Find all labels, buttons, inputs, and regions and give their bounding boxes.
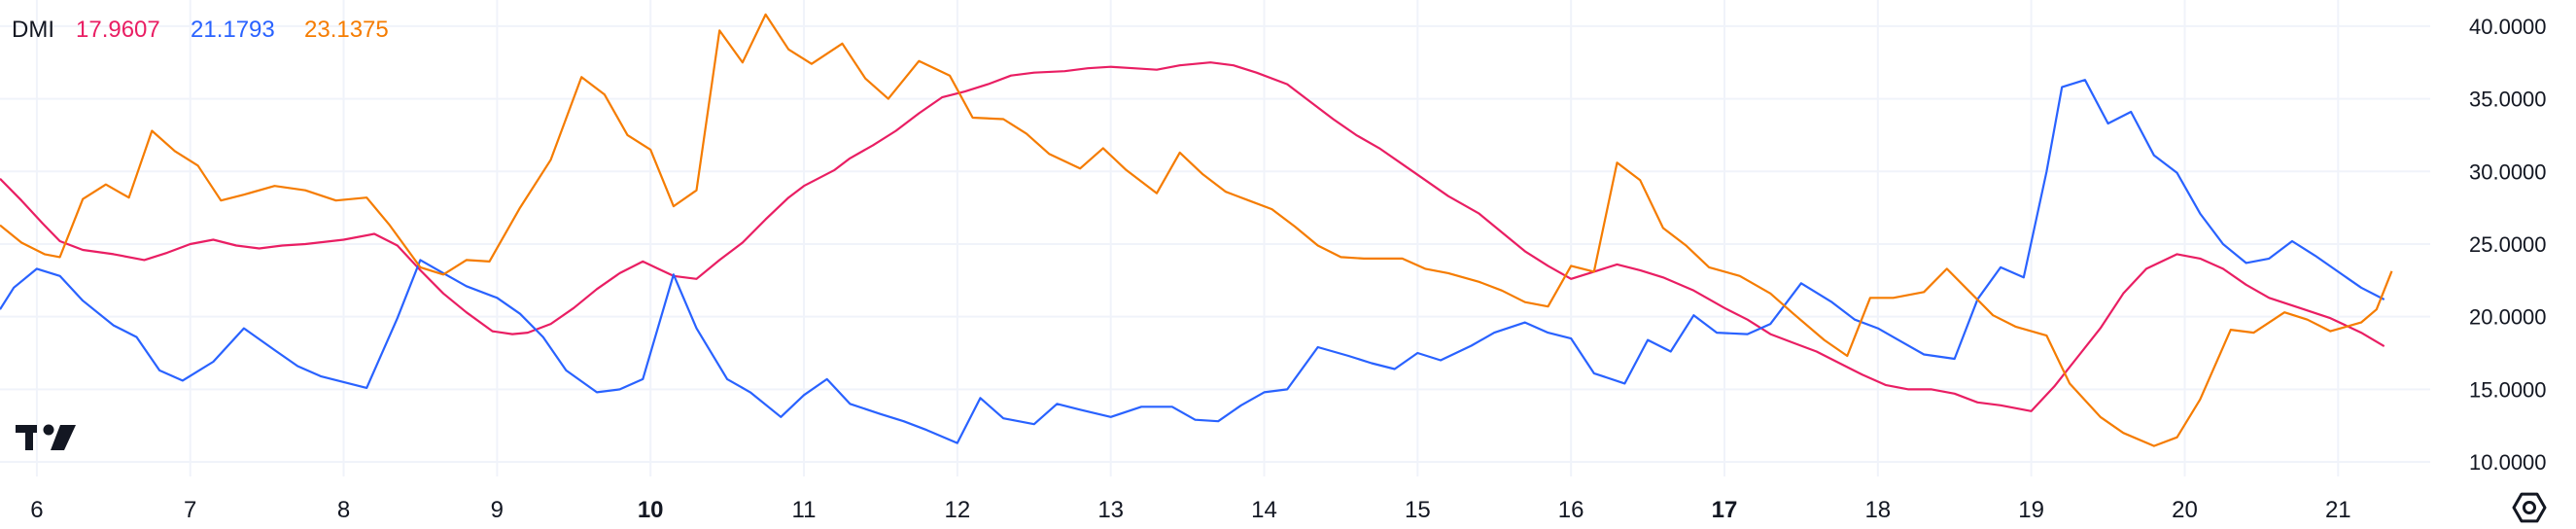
horizontal-grid	[0, 24, 2430, 464]
y-tick-label: 40.0000	[2469, 15, 2547, 39]
series-lines	[0, 13, 2393, 447]
x-tick-label: 10	[638, 497, 664, 523]
time-scale[interactable]: 6 7 8 9 10 11 12 13 14 15 16 17 18 19 20 21	[30, 497, 2350, 523]
x-tick-label: 9	[491, 497, 504, 523]
y-tick-label: 30.0000	[2469, 159, 2547, 184]
legend-value-adx: 17.9607	[76, 17, 160, 43]
series-line-adx	[0, 61, 2385, 412]
x-tick-label: 18	[1864, 497, 1891, 523]
x-tick-label: 20	[2172, 497, 2198, 523]
x-tick-label: 17	[1712, 497, 1738, 523]
series-line-minus-di	[0, 13, 2393, 447]
x-tick-label: 12	[944, 497, 970, 523]
x-tick-label: 19	[2018, 497, 2044, 523]
y-tick-label: 35.0000	[2469, 88, 2547, 112]
y-tick-label: 10.0000	[2469, 450, 2547, 475]
x-tick-label: 11	[792, 497, 817, 523]
legend[interactable]: DMI 17.9607 21.1793 23.1375	[12, 17, 389, 43]
x-tick-label: 16	[1558, 497, 1584, 523]
x-tick-label: 21	[2325, 497, 2351, 523]
legend-indicator-name: DMI	[12, 17, 54, 43]
legend-value-minus-di: 23.1375	[304, 17, 389, 43]
series-line-plus-di	[0, 79, 2385, 444]
price-scale[interactable]: 40.0000 35.0000 30.0000 25.0000 20.0000 15.00…	[2469, 15, 2547, 475]
legend-value-plus-di: 21.1793	[191, 17, 275, 43]
y-tick-label: 25.0000	[2469, 232, 2547, 257]
x-tick-label: 13	[1097, 497, 1124, 523]
x-tick-label: 14	[1251, 497, 1277, 523]
x-tick-label: 8	[337, 497, 350, 523]
x-tick-label: 7	[184, 497, 196, 523]
x-tick-label: 6	[30, 497, 43, 523]
tradingview-logo-icon[interactable]	[16, 424, 76, 451]
y-tick-label: 20.0000	[2469, 305, 2547, 330]
x-tick-label: 15	[1405, 497, 1431, 523]
settings-gear-icon[interactable]	[2512, 492, 2547, 523]
y-tick-label: 15.0000	[2469, 377, 2547, 402]
